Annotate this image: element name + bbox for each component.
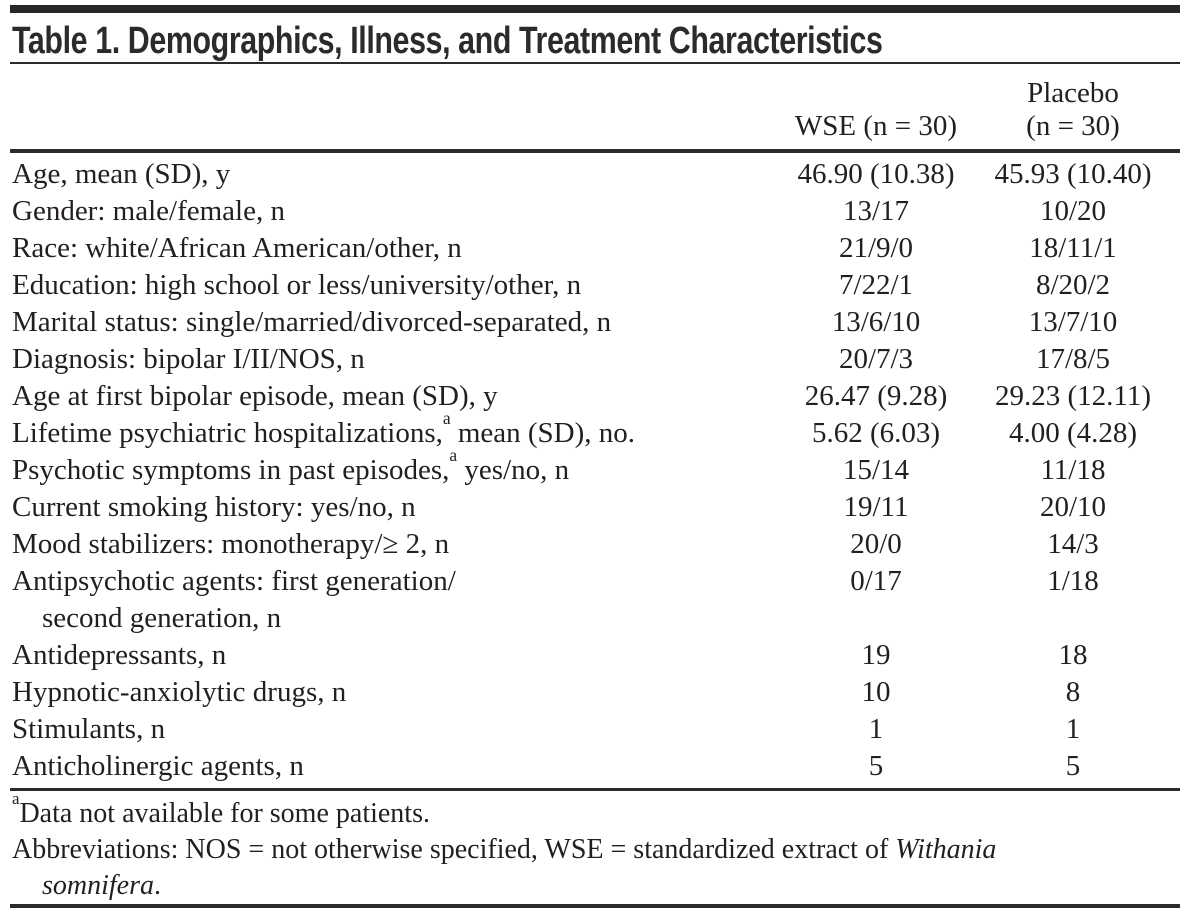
- wse-value-cell: 0/17: [850, 565, 902, 597]
- wse-value-cell: 20/0: [850, 528, 902, 560]
- table-row-education: Education: high school or less/universit…: [0, 267, 1180, 304]
- row-label-text: mean (SD), no.: [450, 417, 636, 449]
- wse-value-cell: 13/17: [842, 195, 910, 227]
- row-label-continuation: second generation, n: [42, 602, 282, 634]
- row-label: Hypnotic-anxiolytic drugs, n: [12, 676, 347, 708]
- row-label-text: Lifetime psychiatric hospitalizations,: [12, 417, 443, 449]
- placebo-value-cell: 4.00 (4.28): [1008, 417, 1138, 449]
- row-label: Anticholinergic agents, n: [12, 750, 304, 782]
- table-row-age: Age, mean (SD), y 46.90 (10.38) 45.93 (1…: [0, 156, 1180, 193]
- abbreviations-text: Abbreviations: NOS = not otherwise speci…: [12, 834, 896, 865]
- table-row-marital-status: Marital status: single/married/divorced-…: [0, 304, 1180, 341]
- table-row-diagnosis: Diagnosis: bipolar I/II/NOS, n 20/7/3 17…: [0, 341, 1180, 378]
- table-bottom-rule: [10, 904, 1180, 908]
- wse-value-cell: 10: [861, 676, 891, 708]
- table-row-age-first-episode: Age at first bipolar episode, mean (SD),…: [0, 378, 1180, 415]
- placebo-value-cell: 8: [1065, 676, 1081, 708]
- placebo-value-cell: 1/18: [1047, 565, 1099, 597]
- wse-value-cell: 19: [861, 639, 891, 671]
- row-label-text: Psychotic symptoms in past episodes,: [12, 454, 450, 486]
- wse-value-cell: 46.90 (10.38): [797, 158, 955, 190]
- placebo-value-cell: 10/20: [1039, 195, 1107, 227]
- abbreviations-period: .: [154, 870, 161, 901]
- header-divider-rule: [10, 149, 1180, 153]
- title-underline-rule: [10, 62, 1180, 64]
- row-label: Stimulants, n: [12, 713, 166, 745]
- placebo-value-cell: 1: [1065, 713, 1081, 745]
- footnote-marker-a: a: [442, 407, 451, 428]
- row-label-text: Antipsychotic agents: first generation/: [12, 565, 456, 597]
- footnote-text: Data not available for some patients.: [19, 798, 430, 829]
- placebo-value-cell: 18: [1058, 639, 1088, 671]
- placebo-value-cell: 20/10: [1039, 491, 1107, 523]
- column-header-wse: WSE (n = 30): [776, 110, 976, 143]
- wse-value-cell: 5.62 (6.03): [811, 417, 941, 449]
- wse-value-cell: 21/9/0: [838, 232, 914, 264]
- row-label: Mood stabilizers: monotherapy/≥ 2, n: [12, 528, 450, 560]
- table-row-hospitalizations: Lifetime psychiatric hospitalizations,a …: [0, 409, 1180, 452]
- column-header-row: WSE (n = 30) Placebo (n = 30): [0, 64, 1180, 149]
- wse-value-cell: 26.47 (9.28): [804, 380, 948, 412]
- table-row-race: Race: white/African American/other, n 21…: [0, 230, 1180, 267]
- placebo-value-cell: 11/18: [1040, 454, 1106, 486]
- placebo-header-line2: (n = 30): [1026, 110, 1120, 142]
- wse-header-label: WSE (n = 30): [794, 110, 958, 142]
- placebo-header-line1: Placebo: [1027, 77, 1119, 109]
- table-title: Table 1. Demographics, Illness, and Trea…: [12, 20, 883, 62]
- wse-value-cell: 15/14: [842, 454, 910, 486]
- table-row-mood-stabilizers: Mood stabilizers: monotherapy/≥ 2, n 20/…: [0, 526, 1180, 563]
- species-name-part1: Withania: [895, 834, 997, 865]
- table-row-gender: Gender: male/female, n 13/17 10/20: [0, 193, 1180, 230]
- footnote-marker-a: a: [12, 789, 20, 809]
- table-row-stimulants: Stimulants, n 1 1: [0, 711, 1180, 748]
- table-row-smoking: Current smoking history: yes/no, n 19/11…: [0, 489, 1180, 526]
- footnote-divider-rule: [10, 788, 1180, 791]
- species-name-part2: somnifera: [42, 870, 154, 901]
- table-body: Age, mean (SD), y 46.90 (10.38) 45.93 (1…: [0, 153, 1180, 788]
- placebo-value-cell: 5: [1065, 750, 1081, 782]
- table-row-anticholinergic: Anticholinergic agents, n 5 5: [0, 748, 1180, 785]
- row-label: Education: high school or less/universit…: [12, 269, 582, 301]
- wse-value-cell: 20/7/3: [838, 343, 914, 375]
- row-label: Marital status: single/married/divorced-…: [12, 306, 612, 338]
- placebo-value-cell: 13/7/10: [1028, 306, 1118, 338]
- column-header-placebo: Placebo (n = 30): [976, 77, 1170, 143]
- footnote-data-availability: aData not available for some patients.: [12, 790, 1166, 832]
- row-label: Lifetime psychiatric hospitalizations,a …: [12, 409, 776, 452]
- table-row-antipsychotics: Antipsychotic agents: first generation/s…: [0, 563, 1180, 637]
- row-label: Antidepressants, n: [12, 639, 227, 671]
- table-row-hypnotic-anxiolytic: Hypnotic-anxiolytic drugs, n 10 8: [0, 674, 1180, 711]
- placebo-value-cell: 18/11/1: [1029, 232, 1117, 264]
- footnote-marker-a: a: [449, 444, 458, 465]
- wse-value-cell: 5: [868, 750, 884, 782]
- wse-value-cell: 7/22/1: [838, 269, 914, 301]
- row-label: Antipsychotic agents: first generation/s…: [12, 563, 776, 637]
- placebo-value-cell: 17/8/5: [1035, 343, 1111, 375]
- row-label: Age at first bipolar episode, mean (SD),…: [12, 380, 498, 412]
- footnote-abbreviations: Abbreviations: NOS = not otherwise speci…: [12, 832, 1166, 904]
- wse-value-cell: 13/6/10: [831, 306, 921, 338]
- wse-value-cell: 1: [868, 713, 884, 745]
- row-label: Gender: male/female, n: [12, 195, 285, 227]
- table-footnotes: aData not available for some patients. A…: [0, 790, 1180, 904]
- placebo-value-cell: 29.23 (12.11): [995, 380, 1151, 412]
- table-top-bar: [10, 5, 1180, 13]
- row-label: Psychotic symptoms in past episodes,a ye…: [12, 446, 776, 489]
- placebo-value-cell: 45.93 (10.40): [994, 158, 1152, 190]
- table-row-psychotic-symptoms: Psychotic symptoms in past episodes,a ye…: [0, 446, 1180, 489]
- placebo-value-cell: 14/3: [1047, 528, 1099, 560]
- row-label: Race: white/African American/other, n: [12, 232, 462, 264]
- placebo-value-cell: 8/20/2: [1035, 269, 1111, 301]
- wse-value-cell: 19/11: [843, 491, 909, 523]
- row-label-text: yes/no, n: [457, 454, 570, 486]
- row-label: Current smoking history: yes/no, n: [12, 491, 416, 523]
- table-row-antidepressants: Antidepressants, n 19 18: [0, 637, 1180, 674]
- row-label: Age, mean (SD), y: [12, 158, 231, 190]
- row-label: Diagnosis: bipolar I/II/NOS, n: [12, 343, 365, 375]
